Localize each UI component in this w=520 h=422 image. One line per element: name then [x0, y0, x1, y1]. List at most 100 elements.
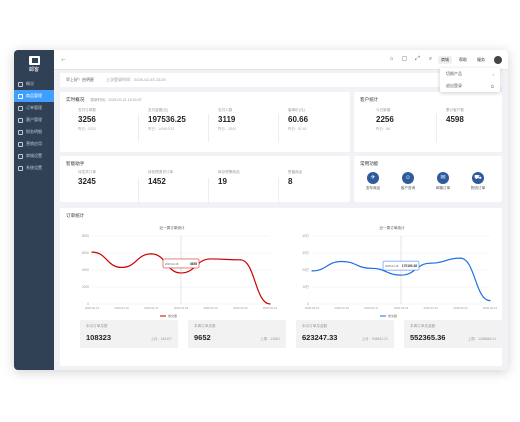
sidebar-item[interactable]: 系统设置: [14, 162, 54, 174]
data-point: [311, 270, 313, 272]
y-tick-label: 0: [307, 302, 309, 306]
quick-action-label: 邮箱订单: [435, 186, 451, 190]
summary-value: 623247.33: [302, 333, 338, 342]
sidebar-item[interactable]: 订单管理: [14, 102, 54, 114]
stat-value: 19: [218, 177, 227, 186]
stat-label: 支付金额(元): [148, 108, 169, 112]
tooltip-box: [162, 258, 200, 269]
bag-icon[interactable]: ▢: [401, 56, 408, 62]
app-window: 邮客 概况 商品管理 订单管理 客户管理 财务明细 营销应用 商城设置 系统设置 ← ⌂ ▢ …: [14, 50, 508, 370]
sidebar-menu: 概况商品管理订单管理 客户管理 财务明细营销应用商城设置系统设置: [14, 78, 54, 174]
assistant-title: 智能助手: [66, 161, 85, 166]
x-tick-label: 2025-02-16: [115, 306, 130, 310]
stat-value: 8: [288, 177, 293, 186]
divider: [138, 114, 139, 142]
arrow-left-icon[interactable]: ←: [60, 56, 67, 63]
logo-mark-icon: [28, 55, 40, 65]
order-amount-chart: 近一周订单统计 0 10万 20万 30万 40万 2025-02-15 2025-02-16…: [302, 225, 497, 318]
dropdown-item[interactable]: 退出登录 ⏻: [440, 80, 500, 92]
stat-item: 支付人数 3119 昨日：2844: [218, 108, 236, 131]
sidebar-item-label: 商城设置: [26, 153, 42, 158]
sidebar-item[interactable]: 客户管理: [14, 114, 54, 126]
customer-title: 客户统计: [360, 97, 379, 102]
stat-item: 累计客户数 4598: [446, 108, 464, 126]
summary-label: 本月订单总金额: [302, 324, 328, 328]
main-area: ← ⌂ ▢ ⤢ ⌕ 商城 帮助 服务 切换产品 › 退出登录 ⏻ 早上好！启明星 上次登录…: [54, 50, 508, 370]
quick-action[interactable]: ⛟ 物流订单: [463, 172, 493, 191]
home-icon[interactable]: ⌂: [389, 56, 394, 62]
stat-item: 售罄商品 8: [288, 170, 302, 186]
stat-sub: 昨日：149619.32: [148, 127, 175, 131]
y-tick-label: 40万: [302, 234, 309, 238]
x-tick-label: 2025-02-19: [204, 306, 219, 310]
topbar-button[interactable]: 商城: [438, 55, 452, 64]
stat-label: 待处理退货订单: [148, 170, 174, 174]
sidebar-item-label: 商品管理: [26, 93, 42, 98]
logo: 邮客: [14, 50, 54, 78]
data-point: [239, 259, 241, 261]
stat-value: 60.66: [288, 115, 309, 124]
orders-title: 订单统计: [66, 213, 85, 218]
x-tick-label: 2025-02-15: [305, 306, 320, 310]
data-point: [150, 253, 152, 255]
stat-label: 客单价(元): [288, 108, 305, 112]
topbar-button[interactable]: 帮助: [459, 56, 467, 62]
data-point: [121, 266, 123, 269]
sidebar-item[interactable]: 营销应用: [14, 138, 54, 150]
topbar-button[interactable]: 服务: [477, 56, 485, 62]
quick-action-label: 客户查询: [400, 186, 416, 190]
stat-sub: 昨日：52.61: [288, 127, 307, 131]
dropdown-item-label: 退出登录: [446, 83, 462, 88]
stat-label: 售罄商品: [288, 170, 303, 174]
orders-card: 订单统计 近一周订单统计 0 2000 4000 6000 8000 2025-02-15 2…: [60, 208, 502, 366]
divider: [138, 178, 139, 206]
realtime-updated: 更新时间：2025-02-21 16:30:57: [90, 98, 142, 102]
tooltip-value: 170190.38: [402, 264, 417, 268]
sidebar-item[interactable]: 财务明细: [14, 126, 54, 138]
summary-compare: 上周：1288586.21: [467, 337, 496, 341]
x-tick-label: 2025-02-20: [233, 306, 248, 310]
summary-label: 本周订单总金额: [410, 324, 436, 328]
sidebar-item[interactable]: 商城设置: [14, 150, 54, 162]
quick-action[interactable]: ✉ 邮箱订单: [428, 172, 458, 191]
chart-title: 近一周订单统计: [379, 225, 405, 230]
stat-value: 2256: [376, 115, 394, 124]
summary-compare: 上周：21661: [260, 337, 280, 341]
sidebar-item-label: 营销应用: [26, 141, 42, 146]
tooltip-box: [382, 260, 420, 271]
summary-box: 本周订单总金额 552365.36 上周：1288586.21: [404, 320, 502, 348]
customer-card: 客户统计 今日新增 2256 昨日：86 累计客户数 4598: [354, 92, 502, 152]
quick-action[interactable]: ☺ 客户查询: [393, 172, 423, 191]
fullscreen-icon[interactable]: ⤢: [415, 56, 420, 62]
stat-sub: 昨日：2844: [218, 127, 236, 131]
quick-action[interactable]: ✈ 发布商品: [358, 172, 388, 191]
menu-icon: [18, 81, 23, 87]
menu-icon: [18, 165, 23, 171]
summary-value: 9652: [194, 333, 211, 342]
summary-compare: 上月：164107: [150, 337, 173, 341]
stat-value: 1452: [148, 177, 166, 186]
sidebar-item[interactable]: 概况: [14, 78, 54, 90]
search-icon[interactable]: ⌕: [428, 56, 433, 62]
legend-label: 成交量: [168, 313, 177, 318]
dropdown-item[interactable]: 切换产品 ›: [440, 68, 500, 80]
menu-icon: [18, 117, 23, 123]
x-tick-label: 2025-02-21: [263, 306, 278, 310]
menu-icon: [18, 129, 23, 135]
stat-sub: 昨日：2323: [78, 127, 96, 131]
divider: [208, 178, 209, 206]
sidebar-item[interactable]: 商品管理: [14, 90, 54, 102]
x-tick-label: 2025-02-17: [144, 306, 159, 310]
y-tick-label: 0: [87, 302, 89, 306]
x-tick-label: 2025-02-17: [364, 306, 379, 310]
topbar-buttons: 商城 帮助 服务: [434, 55, 488, 64]
x-tick-label: 2025-02-18: [394, 306, 409, 310]
divider: [278, 178, 279, 206]
menu-icon: [18, 141, 23, 147]
data-point: [91, 251, 93, 253]
summary-box: 本周订单总数 9652 上周：21661: [188, 320, 286, 348]
realtime-title: 实时概况: [66, 97, 85, 102]
x-tick-label: 2025-02-15: [85, 306, 100, 310]
summary-label: 本周订单总数: [194, 324, 216, 328]
avatar[interactable]: [494, 55, 502, 64]
